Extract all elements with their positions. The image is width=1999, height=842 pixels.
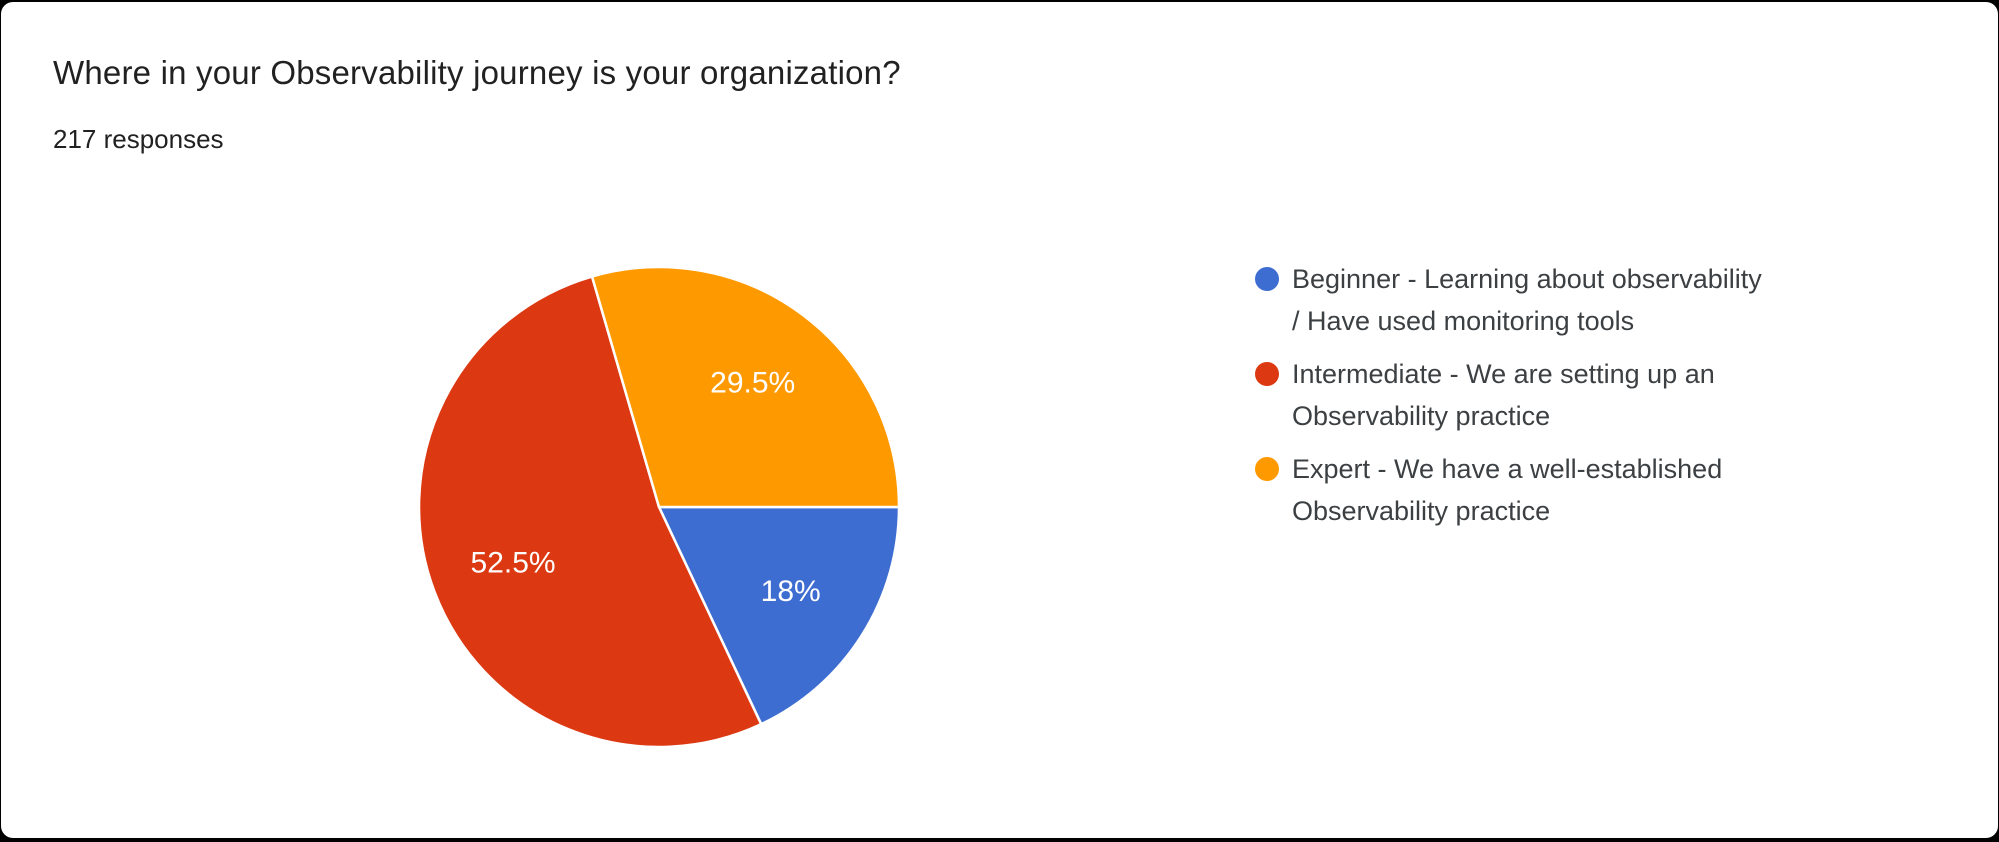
legend-item-intermediate: Intermediate - We are setting up an Obse…	[1255, 353, 1795, 437]
pie-slice-intermediate[interactable]	[417, 275, 763, 749]
pie-chart-svg: 18% 52.5% 29.5%	[417, 265, 901, 749]
pie-slice-percentage-intermediate: 52.5%	[471, 547, 556, 580]
legend-item-beginner: Beginner - Learning about observability …	[1255, 258, 1795, 342]
question-title: Where in your Observability journey is y…	[53, 54, 901, 91]
chart-legend: Beginner - Learning about observability …	[1255, 258, 1795, 543]
pie-chart: 18% 52.5% 29.5%	[413, 261, 905, 753]
legend-swatch-intermediate	[1255, 362, 1279, 386]
pie-slice-beginner[interactable]	[657, 505, 901, 726]
legend-item-expert: Expert - We have a well-established Obse…	[1255, 448, 1795, 532]
pie-slice-expert[interactable]	[590, 265, 901, 509]
response-count: 217 responses	[53, 124, 224, 154]
legend-label-intermediate: Intermediate - We are setting up an Obse…	[1292, 359, 1715, 431]
pie-slice-percentage-beginner: 18%	[761, 575, 821, 608]
legend-swatch-beginner	[1255, 267, 1279, 291]
legend-label-beginner: Beginner - Learning about observability …	[1292, 264, 1762, 336]
pie-slice-percentage-expert: 29.5%	[710, 367, 795, 400]
legend-swatch-expert	[1255, 457, 1279, 481]
legend-label-expert: Expert - We have a well-established Obse…	[1292, 454, 1723, 526]
